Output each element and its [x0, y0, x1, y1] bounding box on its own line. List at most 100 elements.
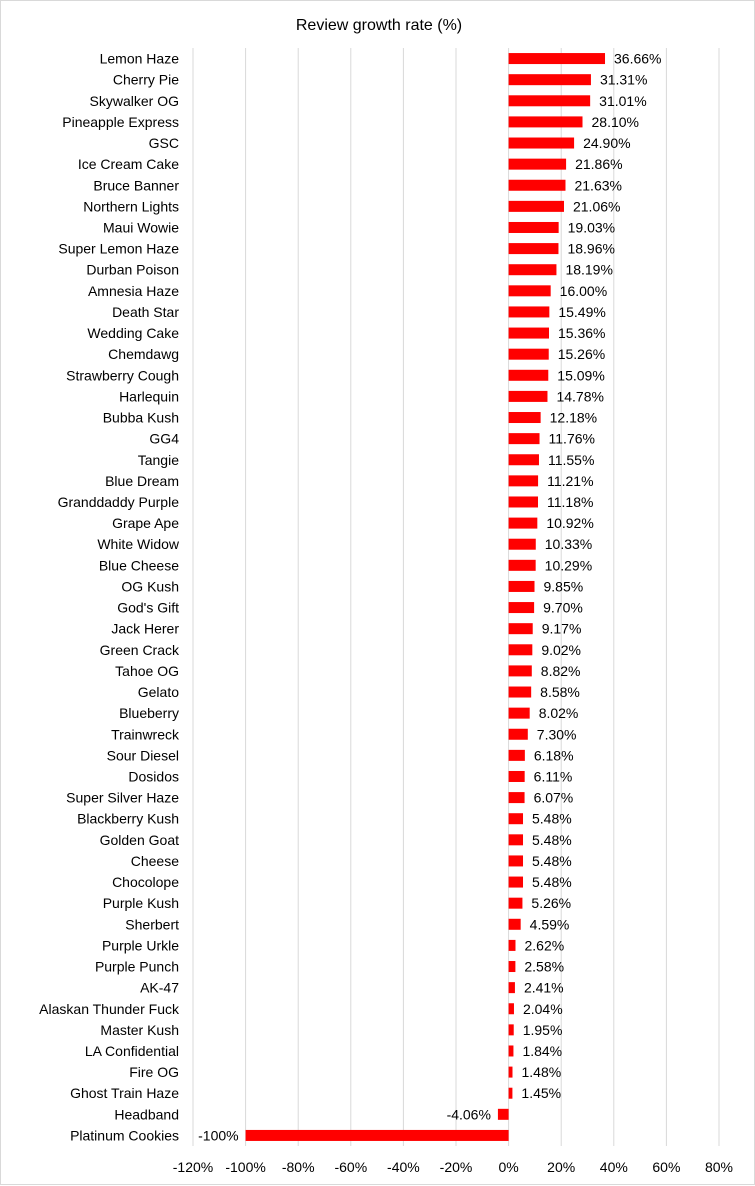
- category-label: Lemon Haze: [100, 51, 180, 67]
- x-tick-label: -60%: [334, 1159, 367, 1175]
- data-label: 5.48%: [532, 874, 572, 890]
- x-tick-label: -80%: [282, 1159, 315, 1175]
- data-label: 9.17%: [542, 621, 582, 637]
- category-label: Granddaddy Purple: [58, 494, 180, 510]
- category-label: Super Silver Haze: [66, 790, 179, 806]
- category-label: Tangie: [138, 452, 179, 468]
- data-label: 9.02%: [541, 642, 581, 658]
- data-label: 18.19%: [565, 262, 612, 278]
- category-label: Bubba Kush: [103, 410, 179, 426]
- bar: [508, 158, 567, 170]
- data-label: 5.48%: [532, 853, 572, 869]
- category-label: Cheese: [131, 853, 179, 869]
- bar: [508, 1087, 513, 1099]
- category-label: Durban Poison: [86, 262, 179, 278]
- category-label: Tahoe OG: [115, 663, 179, 679]
- data-label: 10.33%: [545, 536, 592, 552]
- category-label: OG Kush: [121, 578, 179, 594]
- category-label: Blue Cheese: [99, 557, 179, 573]
- bar: [508, 517, 538, 529]
- category-label: Grape Ape: [112, 515, 179, 531]
- bar: [508, 433, 540, 445]
- bar: [508, 390, 548, 402]
- data-label: 9.70%: [543, 600, 583, 616]
- data-label: 21.06%: [573, 198, 620, 214]
- category-label: Cherry Pie: [113, 72, 179, 88]
- data-label: 1.84%: [522, 1043, 562, 1059]
- data-label: 24.90%: [583, 135, 630, 151]
- bar: [508, 1024, 514, 1036]
- x-tick-label: 80%: [705, 1159, 733, 1175]
- bar: [508, 707, 530, 719]
- category-label: Headband: [114, 1106, 179, 1122]
- data-label: 15.09%: [557, 367, 604, 383]
- data-label: -100%: [198, 1127, 238, 1143]
- data-labels: 36.66% 31.31% 31.01% 28.10% 24.90% 21.86% 21.6…: [198, 51, 661, 1144]
- x-tick-label: 0%: [498, 1159, 518, 1175]
- bar: [508, 665, 532, 677]
- bar: [508, 559, 536, 571]
- data-label: 5.48%: [532, 811, 572, 827]
- chart-title: Review growth rate (%): [296, 17, 462, 34]
- bar: [508, 285, 551, 297]
- category-label: Green Crack: [100, 642, 180, 658]
- category-label: Amnesia Haze: [88, 283, 179, 299]
- category-label: Blue Dream: [105, 473, 179, 489]
- category-label: Dosidos: [128, 768, 179, 784]
- bar: [245, 1129, 509, 1141]
- data-label: 11.76%: [549, 431, 595, 447]
- bar: [508, 137, 575, 149]
- category-label: Northern Lights: [83, 198, 179, 214]
- category-label: Alaskan Thunder Fuck: [39, 1001, 180, 1017]
- data-label: 5.26%: [531, 895, 571, 911]
- data-label: 15.26%: [558, 346, 605, 362]
- x-axis-ticks: -120% -100% -80% -60% -40% -20% 0% 20% 40% 60% 80%: [173, 1159, 733, 1175]
- bar: [508, 623, 533, 635]
- bar: [508, 876, 524, 888]
- data-label: 4.59%: [530, 916, 570, 932]
- data-label: 21.86%: [575, 156, 622, 172]
- data-label: 6.11%: [534, 768, 573, 784]
- category-label: Sherbert: [125, 916, 179, 932]
- bar: [508, 749, 525, 761]
- bar: [497, 1108, 509, 1120]
- data-label: 31.31%: [600, 72, 647, 88]
- x-tick-label: -20%: [440, 1159, 473, 1175]
- category-label: White Widow: [97, 536, 180, 552]
- category-label: Fire OG: [129, 1064, 179, 1080]
- category-label: Skywalker OG: [90, 93, 179, 109]
- category-label: Pineapple Express: [62, 114, 179, 130]
- bar: [508, 1066, 513, 1078]
- data-label: -4.06%: [447, 1106, 491, 1122]
- bar: [508, 728, 528, 740]
- data-label: 36.66%: [614, 51, 661, 67]
- bar: [508, 855, 524, 867]
- category-label: Sour Diesel: [107, 747, 179, 763]
- bar: [508, 200, 564, 212]
- bar: [508, 939, 516, 951]
- bar: [508, 475, 539, 487]
- data-label: 8.02%: [539, 705, 579, 721]
- data-label: 6.18%: [534, 747, 574, 763]
- data-label: 12.18%: [550, 410, 597, 426]
- bar: [508, 179, 566, 191]
- x-tick-label: -120%: [173, 1159, 213, 1175]
- category-label: Golden Goat: [100, 832, 179, 848]
- bar: [508, 644, 533, 656]
- category-label: AK-47: [140, 980, 179, 996]
- category-label: Chemdawg: [108, 346, 179, 362]
- data-label: 19.03%: [568, 219, 615, 235]
- data-label: 2.04%: [523, 1001, 563, 1017]
- x-tick-label: -100%: [225, 1159, 265, 1175]
- bar: [508, 961, 516, 973]
- category-label: Ice Cream Cake: [78, 156, 179, 172]
- x-tick-label: 60%: [652, 1159, 680, 1175]
- category-label: Master Kush: [100, 1022, 179, 1038]
- category-label: Purple Kush: [103, 895, 179, 911]
- category-label: Jack Herer: [111, 621, 179, 637]
- category-label: Wedding Cake: [87, 325, 179, 341]
- category-label: Gelato: [138, 684, 179, 700]
- data-label: 11.55%: [548, 452, 594, 468]
- bar: [508, 1003, 514, 1015]
